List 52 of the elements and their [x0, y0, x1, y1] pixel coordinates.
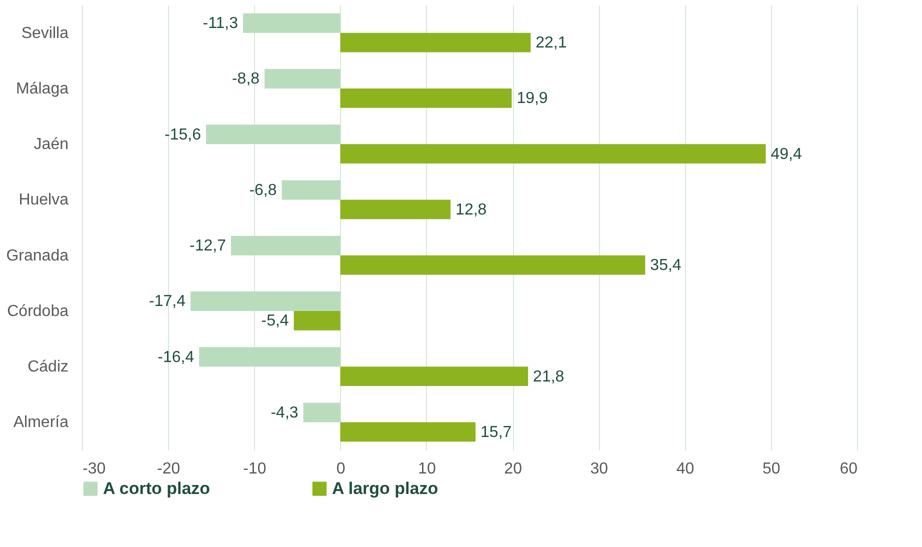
bar [243, 13, 340, 33]
bar [294, 310, 340, 330]
legend-label: A corto plazo [103, 478, 210, 498]
data-label: 49,4 [770, 146, 802, 163]
bar [206, 124, 340, 144]
bar [340, 32, 531, 52]
y-tick-label: Cádiz [28, 358, 68, 376]
x-tick-label: 50 [762, 460, 780, 478]
x-tick-label: -20 [157, 460, 180, 478]
data-label: 22,1 [536, 34, 567, 52]
bar [340, 88, 512, 108]
bar [340, 366, 528, 386]
bar [340, 255, 646, 275]
bar [340, 422, 476, 442]
y-tick-label: Almería [13, 414, 69, 432]
data-label: -8,8 [232, 70, 260, 88]
y-tick-label: Córdoba [7, 302, 69, 320]
data-label: -6,8 [249, 182, 277, 199]
data-label: -4,3 [270, 404, 298, 422]
x-tick-label: 60 [840, 460, 858, 478]
bar [282, 180, 340, 200]
y-tick-label: Huelva [18, 192, 69, 209]
x-tick-label: 40 [676, 460, 694, 478]
data-label: 19,9 [516, 90, 548, 108]
x-tick-label: 20 [504, 460, 522, 478]
x-tick-label: 10 [418, 460, 436, 478]
x-tick-label: -10 [243, 460, 266, 478]
data-label: -11,3 [202, 15, 238, 32]
data-label: 15,7 [480, 424, 512, 441]
data-label: 12,8 [456, 201, 487, 218]
bar [340, 200, 451, 220]
bar [230, 236, 340, 256]
data-label: 35,4 [650, 257, 682, 274]
x-tick-label: 30 [590, 460, 608, 478]
bar [199, 347, 340, 367]
bar [190, 291, 340, 311]
data-label: -17,4 [149, 293, 186, 310]
bar [264, 68, 340, 88]
y-tick-label: Málaga [16, 80, 69, 98]
data-label: -16,4 [158, 348, 194, 366]
y-tick-label: Jaén [34, 136, 68, 154]
y-tick-label: Granada [6, 247, 69, 264]
x-tick-label: -30 [82, 460, 106, 478]
data-label: -5,4 [261, 312, 289, 330]
data-label: -12,7 [190, 238, 226, 255]
bar [303, 402, 340, 422]
x-tick-label: 0 [336, 460, 346, 478]
legend-label: A largo plazo [332, 478, 438, 498]
y-tick-label: Sevilla [21, 24, 69, 42]
data-label: 21,8 [533, 368, 564, 386]
data-label: -15,6 [164, 126, 202, 144]
bar [340, 144, 766, 164]
